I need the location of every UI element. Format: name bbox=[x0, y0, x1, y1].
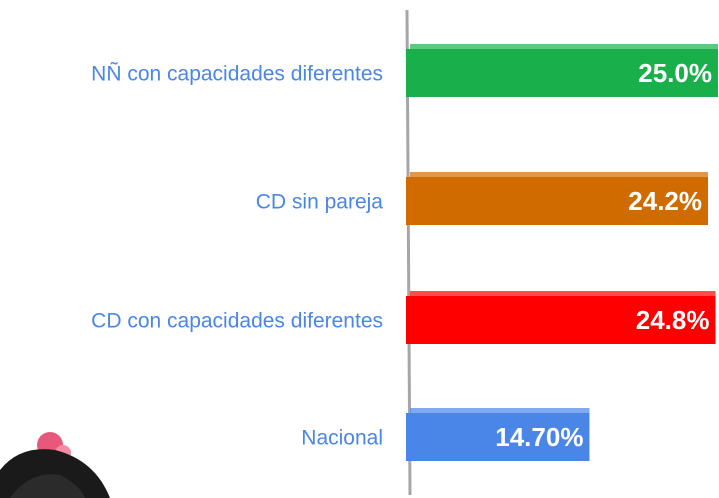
bar-top bbox=[410, 291, 716, 297]
value-label: 14.70% bbox=[495, 422, 583, 452]
category-label: CD con capacidades diferentes bbox=[91, 310, 383, 333]
bar-top bbox=[410, 408, 590, 414]
bar-top bbox=[410, 44, 718, 50]
category-label: Nacional bbox=[301, 427, 383, 450]
bar bbox=[406, 296, 716, 344]
category-label: CD sin pareja bbox=[256, 191, 384, 214]
bar bbox=[406, 177, 709, 225]
category-label: NÑ con capacidades diferentes bbox=[91, 62, 383, 86]
illustration bbox=[0, 432, 110, 498]
bar bbox=[406, 49, 718, 97]
bar bbox=[406, 413, 590, 461]
bar-top bbox=[410, 172, 709, 178]
value-label: 24.8% bbox=[636, 305, 710, 335]
value-label: 24.2% bbox=[628, 186, 702, 216]
value-label: 25.0% bbox=[638, 58, 712, 88]
